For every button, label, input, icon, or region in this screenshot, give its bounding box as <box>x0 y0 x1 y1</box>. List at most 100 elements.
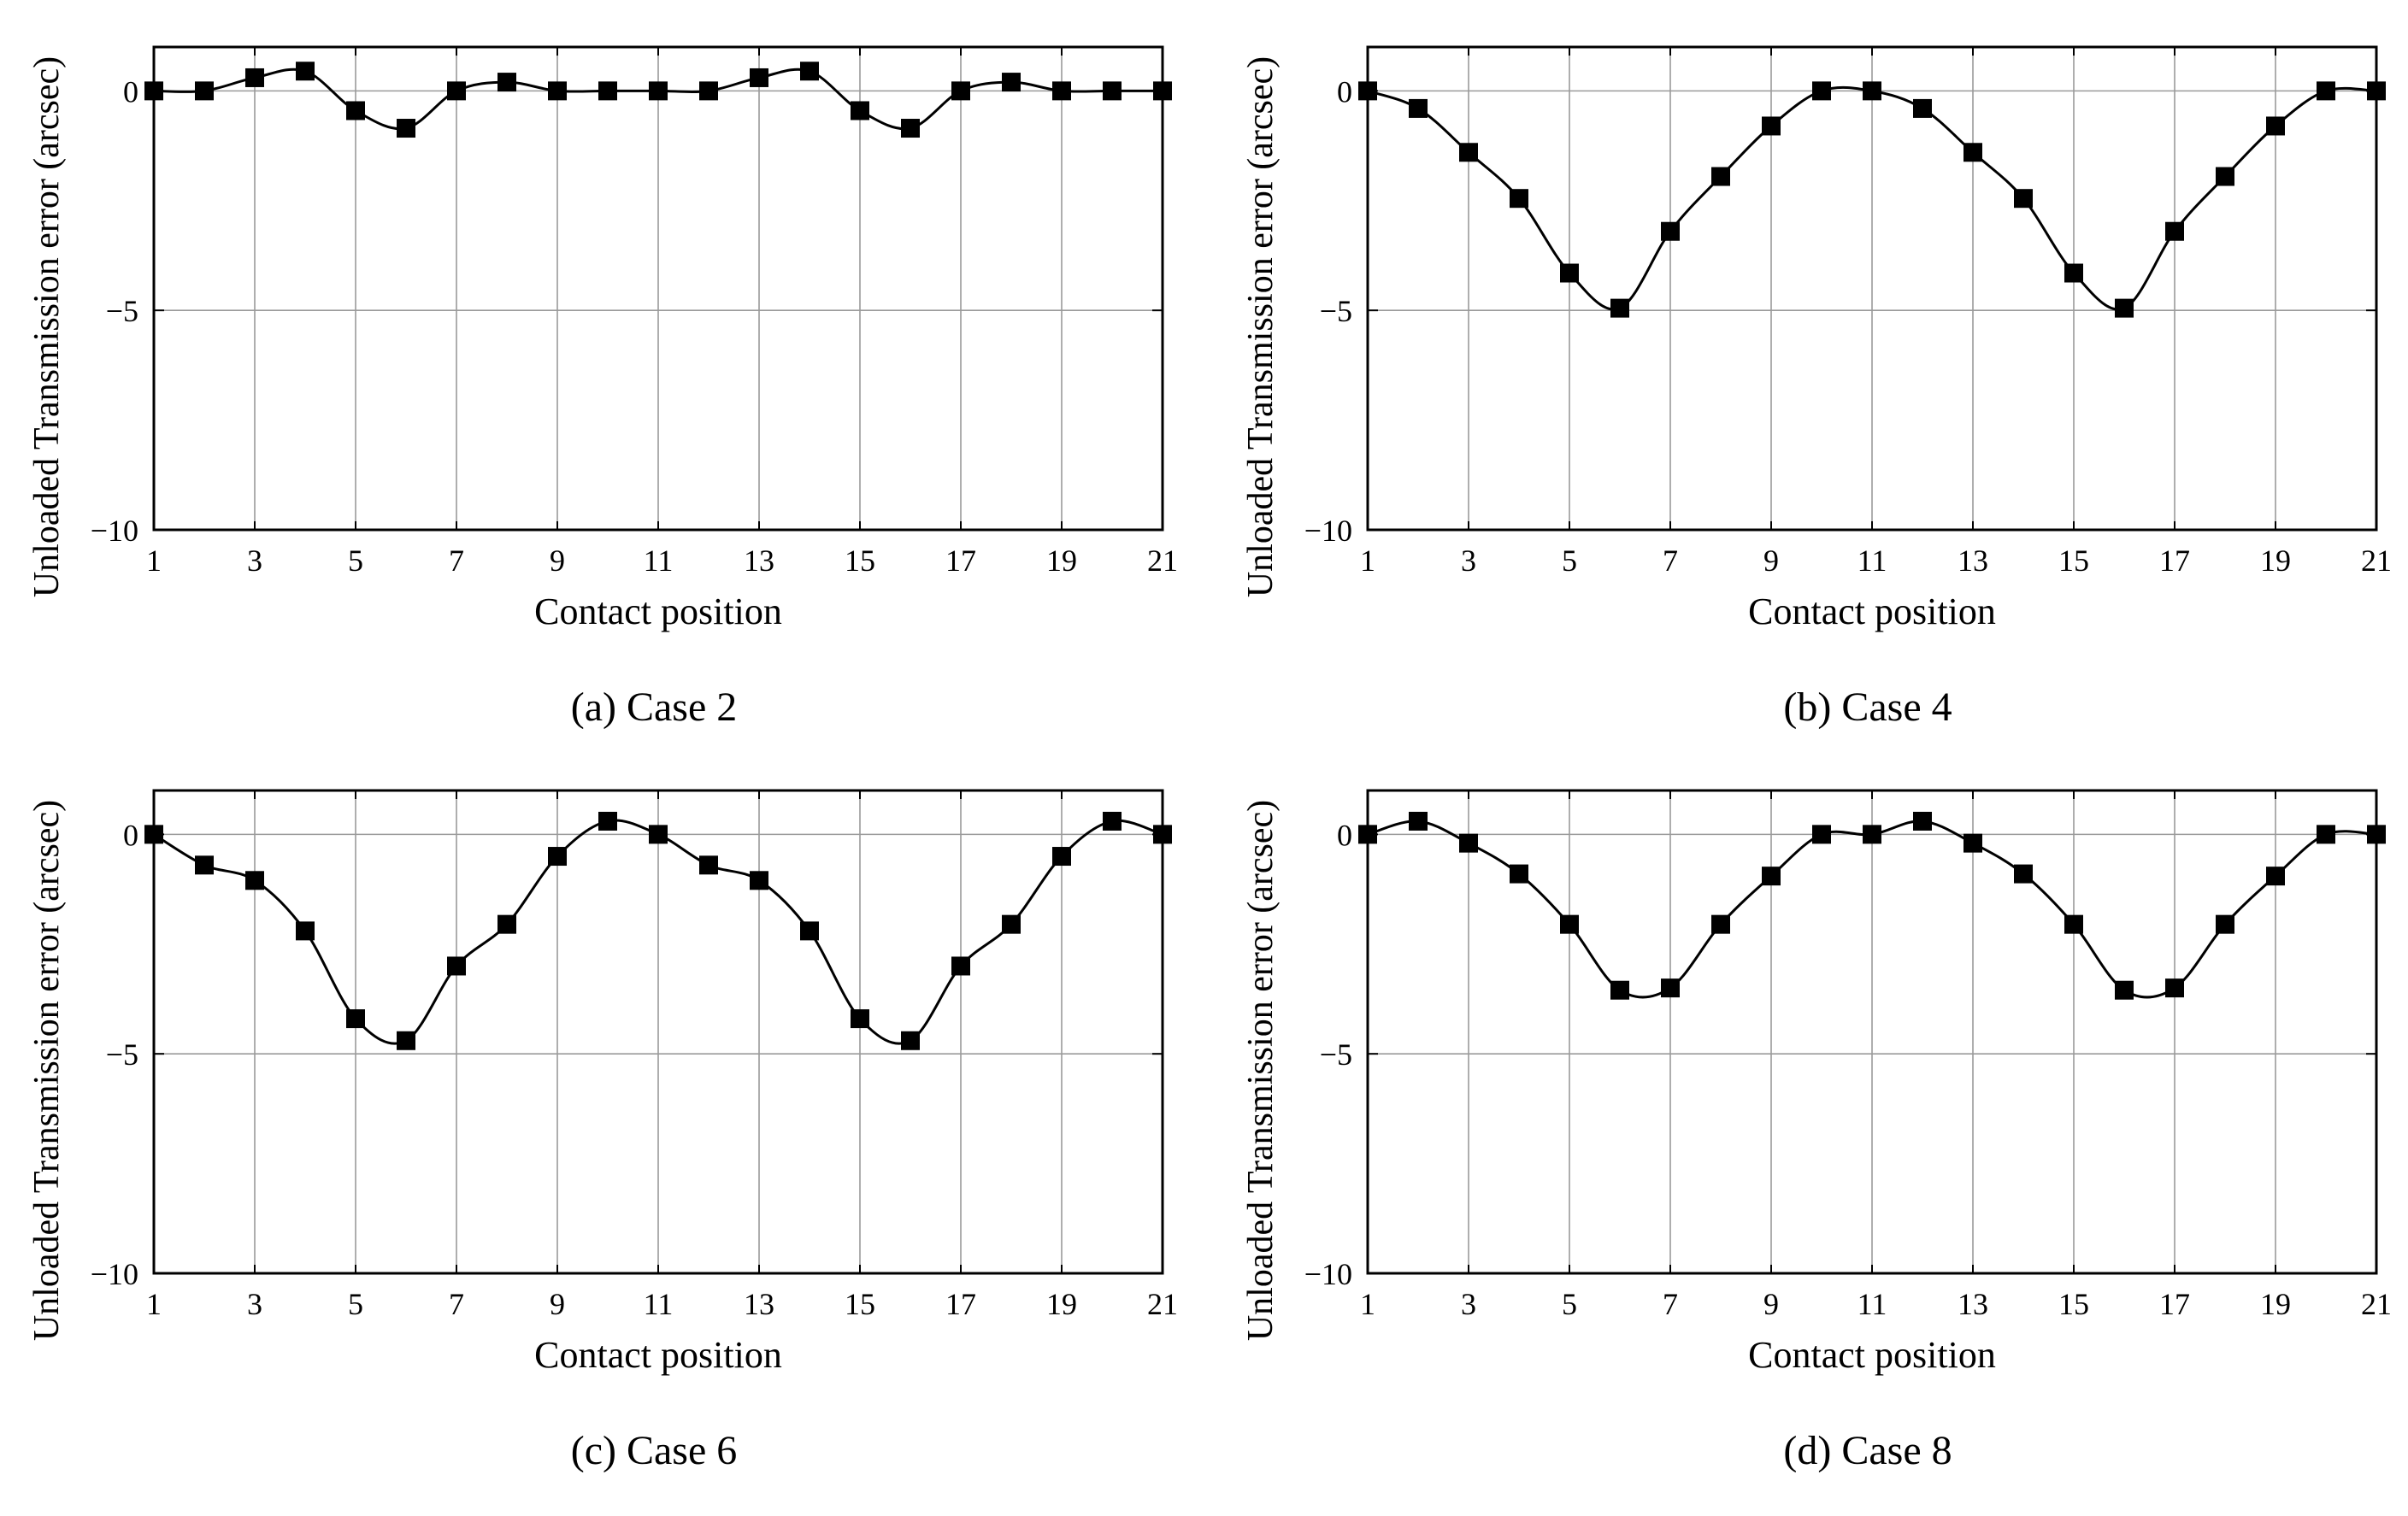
data-point-a-14 <box>800 62 819 81</box>
x-tick-label: 15 <box>2058 544 2089 578</box>
data-point-a-10 <box>598 81 617 101</box>
data-point-c-21 <box>1153 825 1172 844</box>
data-point-d-10 <box>1812 825 1831 844</box>
x-tick-label: 11 <box>1858 1287 1887 1321</box>
data-point-a-11 <box>649 81 668 101</box>
y-tick-label: −10 <box>1304 514 1352 548</box>
y-tick-label: 0 <box>1337 818 1352 852</box>
y-tick-label: −5 <box>1320 294 1352 328</box>
data-point-b-18 <box>2216 167 2234 186</box>
x-tick-label: 7 <box>449 544 464 578</box>
x-tick-label: 19 <box>1046 544 1077 578</box>
data-point-b-14 <box>2014 189 2033 209</box>
data-point-d-4 <box>1510 864 1528 884</box>
x-tick-label: 7 <box>1663 544 1678 578</box>
x-tick-label: 9 <box>550 544 565 578</box>
y-axis-label: Unloaded Transmission error (arcsec) <box>1241 800 1281 1341</box>
data-point-c-15 <box>851 1009 869 1029</box>
data-point-b-19 <box>2266 116 2285 136</box>
y-axis-label: Unloaded Transmission error (arcsec) <box>27 56 67 597</box>
x-tick-label: 19 <box>1046 1287 1077 1321</box>
data-point-c-11 <box>649 825 668 844</box>
data-point-a-5 <box>346 101 365 120</box>
data-point-b-9 <box>1762 116 1781 136</box>
data-point-a-16 <box>901 119 920 138</box>
data-point-a-18 <box>1002 73 1021 92</box>
x-tick-label: 21 <box>1147 544 1178 578</box>
data-point-d-15 <box>2064 914 2083 934</box>
data-point-c-8 <box>497 914 516 934</box>
x-tick-label: 5 <box>348 544 363 578</box>
y-tick-label: −10 <box>1304 1257 1352 1291</box>
data-point-a-9 <box>548 81 567 101</box>
data-point-d-7 <box>1661 978 1680 998</box>
x-tick-label: 3 <box>247 544 262 578</box>
data-point-d-8 <box>1711 914 1730 934</box>
data-point-a-12 <box>699 81 718 101</box>
data-point-a-17 <box>951 81 970 101</box>
data-point-c-5 <box>346 1009 365 1029</box>
x-tick-label: 3 <box>247 1287 262 1321</box>
x-axis-label: Contact position <box>1748 1334 1996 1376</box>
data-point-d-19 <box>2266 867 2285 886</box>
chart-panel-b: 1 3 5 7 9 11 13 15 17 19 21 0 −5 −10 Contact position U… <box>1239 0 2408 667</box>
x-tick-label: 19 <box>2260 1287 2291 1321</box>
data-point-d-12 <box>1913 811 1932 831</box>
chart-panel-c: 1 3 5 7 9 11 13 15 17 19 21 0 −5 −10 Contact position U… <box>26 743 1205 1410</box>
data-point-c-1 <box>144 825 163 844</box>
data-point-a-13 <box>750 68 768 87</box>
y-tick-label: 0 <box>1337 74 1352 109</box>
x-tick-label: 9 <box>550 1287 565 1321</box>
data-point-b-7 <box>1661 221 1680 241</box>
data-point-a-21 <box>1153 81 1172 101</box>
y-tick-label: −10 <box>91 514 138 548</box>
data-point-d-17 <box>2165 978 2184 998</box>
data-point-a-6 <box>397 119 415 138</box>
y-tick-label: −5 <box>106 1037 138 1072</box>
y-tick-label: 0 <box>123 818 138 852</box>
data-point-b-17 <box>2165 221 2184 241</box>
x-tick-label: 13 <box>744 1287 774 1321</box>
data-point-b-6 <box>1610 298 1629 318</box>
x-tick-label: 9 <box>1763 544 1779 578</box>
data-point-b-1 <box>1358 81 1377 101</box>
data-point-a-1 <box>144 81 163 101</box>
x-tick-label: 1 <box>146 1287 162 1321</box>
data-point-c-14 <box>800 921 819 941</box>
x-tick-label: 17 <box>2159 1287 2190 1321</box>
data-point-b-8 <box>1711 167 1730 186</box>
data-point-c-13 <box>750 871 768 890</box>
x-tick-label: 17 <box>2159 544 2190 578</box>
x-tick-label: 17 <box>945 544 976 578</box>
x-tick-label: 13 <box>1958 544 1988 578</box>
x-tick-label: 7 <box>449 1287 464 1321</box>
data-point-c-7 <box>447 956 466 976</box>
x-tick-label: 15 <box>845 544 875 578</box>
x-tick-label: 13 <box>744 544 774 578</box>
data-point-b-2 <box>1409 98 1428 118</box>
data-point-a-2 <box>195 81 214 101</box>
data-point-a-19 <box>1052 81 1071 101</box>
x-tick-label: 3 <box>1461 544 1476 578</box>
data-point-c-19 <box>1052 847 1071 867</box>
x-tick-label: 19 <box>2260 544 2291 578</box>
data-point-c-17 <box>951 956 970 976</box>
x-tick-label: 15 <box>2058 1287 2089 1321</box>
x-tick-label: 3 <box>1461 1287 1476 1321</box>
data-point-d-9 <box>1762 867 1781 886</box>
data-point-d-11 <box>1863 825 1881 844</box>
x-tick-label: 21 <box>2361 544 2392 578</box>
caption-d: (d) Case 8 <box>1783 1428 1952 1473</box>
data-point-c-20 <box>1103 811 1122 831</box>
x-tick-label: 9 <box>1763 1287 1779 1321</box>
data-point-b-10 <box>1812 81 1831 101</box>
data-point-a-3 <box>245 68 264 87</box>
data-point-c-18 <box>1002 914 1021 934</box>
y-axis-label: Unloaded Transmission error (arcsec) <box>27 800 67 1341</box>
x-tick-label: 21 <box>2361 1287 2392 1321</box>
data-point-d-2 <box>1409 811 1428 831</box>
